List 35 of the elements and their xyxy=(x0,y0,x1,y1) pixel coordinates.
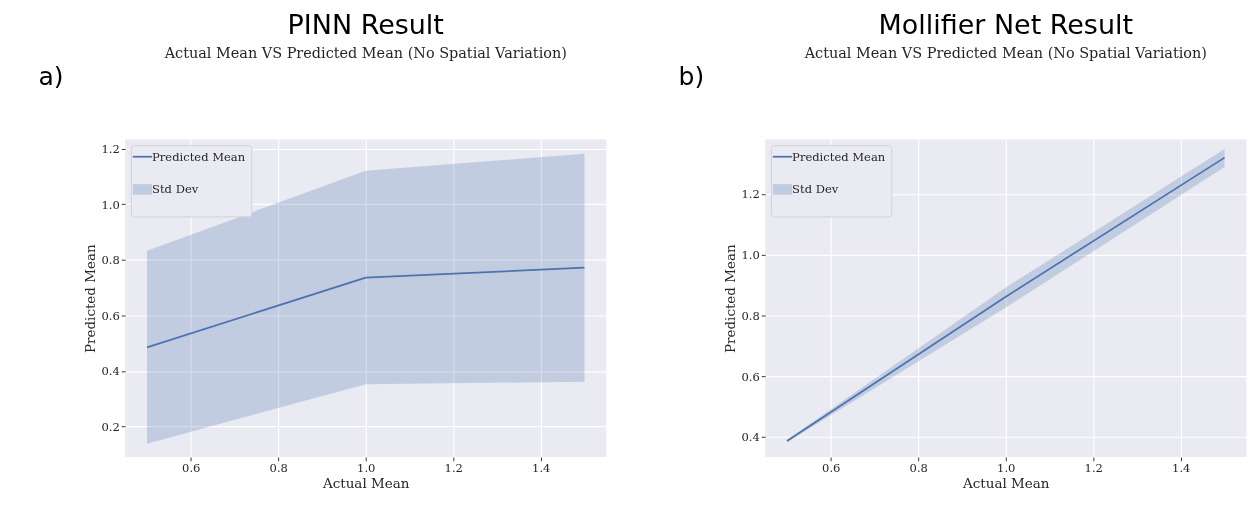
chart-subtitle: Actual Mean VS Predicted Mean (No Spatial Variation) xyxy=(163,44,567,61)
x-tick-label: 0.6 xyxy=(822,460,841,475)
x-tick-label: 1.2 xyxy=(1084,460,1103,475)
y-tick-label: 0.6 xyxy=(741,369,760,384)
x-axis-title: Actual Mean xyxy=(962,475,1050,492)
chart-title: PINN Result xyxy=(287,9,444,41)
x-tick-label: 1.4 xyxy=(532,460,551,475)
y-tick-label: 0.4 xyxy=(741,430,760,445)
chart-title: Mollifier Net Result xyxy=(878,9,1134,41)
y-axis-title: Predicted Mean xyxy=(721,244,738,354)
x-tick-label: 1.4 xyxy=(1172,460,1191,475)
y-tick-label: 1.2 xyxy=(101,142,120,157)
legend-label: Predicted Mean xyxy=(792,149,886,164)
y-tick-label: 1.0 xyxy=(741,248,760,263)
y-tick-label: 0.2 xyxy=(101,419,120,434)
text: a) xyxy=(38,61,64,91)
x-tick-label: 1.0 xyxy=(997,460,1016,475)
annotation: Std Dev xyxy=(152,182,199,197)
x-tick-label: 0.6 xyxy=(182,460,201,475)
y-tick-label: 1.2 xyxy=(741,187,760,202)
y-tick-label: 0.8 xyxy=(101,253,120,268)
text: b) xyxy=(678,61,705,91)
annotation: Std Dev xyxy=(792,182,839,197)
x-tick-label: 0.8 xyxy=(269,460,288,475)
y-tick-label: 0.8 xyxy=(741,308,760,323)
y-axis-title: Predicted Mean xyxy=(81,244,98,354)
x-axis-title: Actual Mean xyxy=(322,475,410,492)
legend-label: Predicted Mean xyxy=(152,149,246,164)
x-tick-label: 1.0 xyxy=(357,460,376,475)
y-tick-label: 1.0 xyxy=(101,197,120,212)
chart-subtitle: Actual Mean VS Predicted Mean (No Spatial Variation) xyxy=(803,44,1207,61)
x-tick-label: 0.8 xyxy=(909,460,928,475)
x-tick-label: 1.2 xyxy=(444,460,463,475)
y-tick-label: 0.4 xyxy=(101,364,120,379)
y-tick-label: 0.6 xyxy=(101,308,120,323)
